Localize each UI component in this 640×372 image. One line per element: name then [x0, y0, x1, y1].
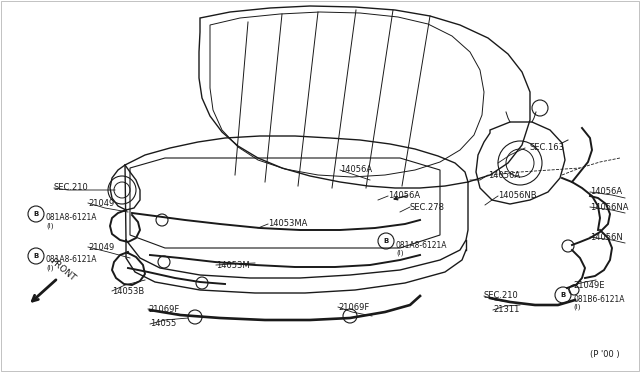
Text: 14056A: 14056A — [388, 192, 420, 201]
Text: (I): (I) — [46, 223, 54, 229]
Text: 14055: 14055 — [150, 320, 176, 328]
Text: 081B6-6121A: 081B6-6121A — [573, 295, 625, 304]
Text: 21069F: 21069F — [148, 305, 179, 314]
Text: 081A8-6121A: 081A8-6121A — [46, 256, 97, 264]
Text: 21049: 21049 — [88, 199, 115, 208]
Text: 14056NA: 14056NA — [590, 202, 628, 212]
Text: 14056A: 14056A — [590, 187, 622, 196]
Text: 14056N: 14056N — [590, 232, 623, 241]
Text: 14056A: 14056A — [488, 170, 520, 180]
Text: B: B — [383, 238, 388, 244]
Text: 081A8-6121A: 081A8-6121A — [46, 214, 97, 222]
Text: SEC.210: SEC.210 — [484, 292, 519, 301]
Text: B: B — [33, 211, 38, 217]
Text: 14053MA: 14053MA — [268, 219, 307, 228]
Text: (I): (I) — [46, 265, 54, 271]
Text: SEC.210: SEC.210 — [54, 183, 89, 192]
Text: (I): (I) — [573, 304, 580, 310]
Text: 14053M: 14053M — [216, 260, 250, 269]
Text: 21311: 21311 — [493, 305, 520, 314]
Text: SEC.163: SEC.163 — [530, 144, 565, 153]
Text: (P '00 ): (P '00 ) — [590, 350, 620, 359]
Text: 21049: 21049 — [88, 243, 115, 251]
Text: B: B — [561, 292, 566, 298]
Text: FRONT: FRONT — [48, 257, 77, 283]
Text: 21049E: 21049E — [573, 280, 605, 289]
Text: 14056NB: 14056NB — [498, 192, 536, 201]
Text: 14056A: 14056A — [340, 166, 372, 174]
Text: B: B — [33, 253, 38, 259]
Text: 14053B: 14053B — [112, 286, 144, 295]
Text: 081A8-6121A: 081A8-6121A — [396, 241, 447, 250]
Text: (I): (I) — [396, 250, 403, 256]
Text: SEC.278: SEC.278 — [410, 202, 445, 212]
Text: 21069F: 21069F — [338, 302, 369, 311]
